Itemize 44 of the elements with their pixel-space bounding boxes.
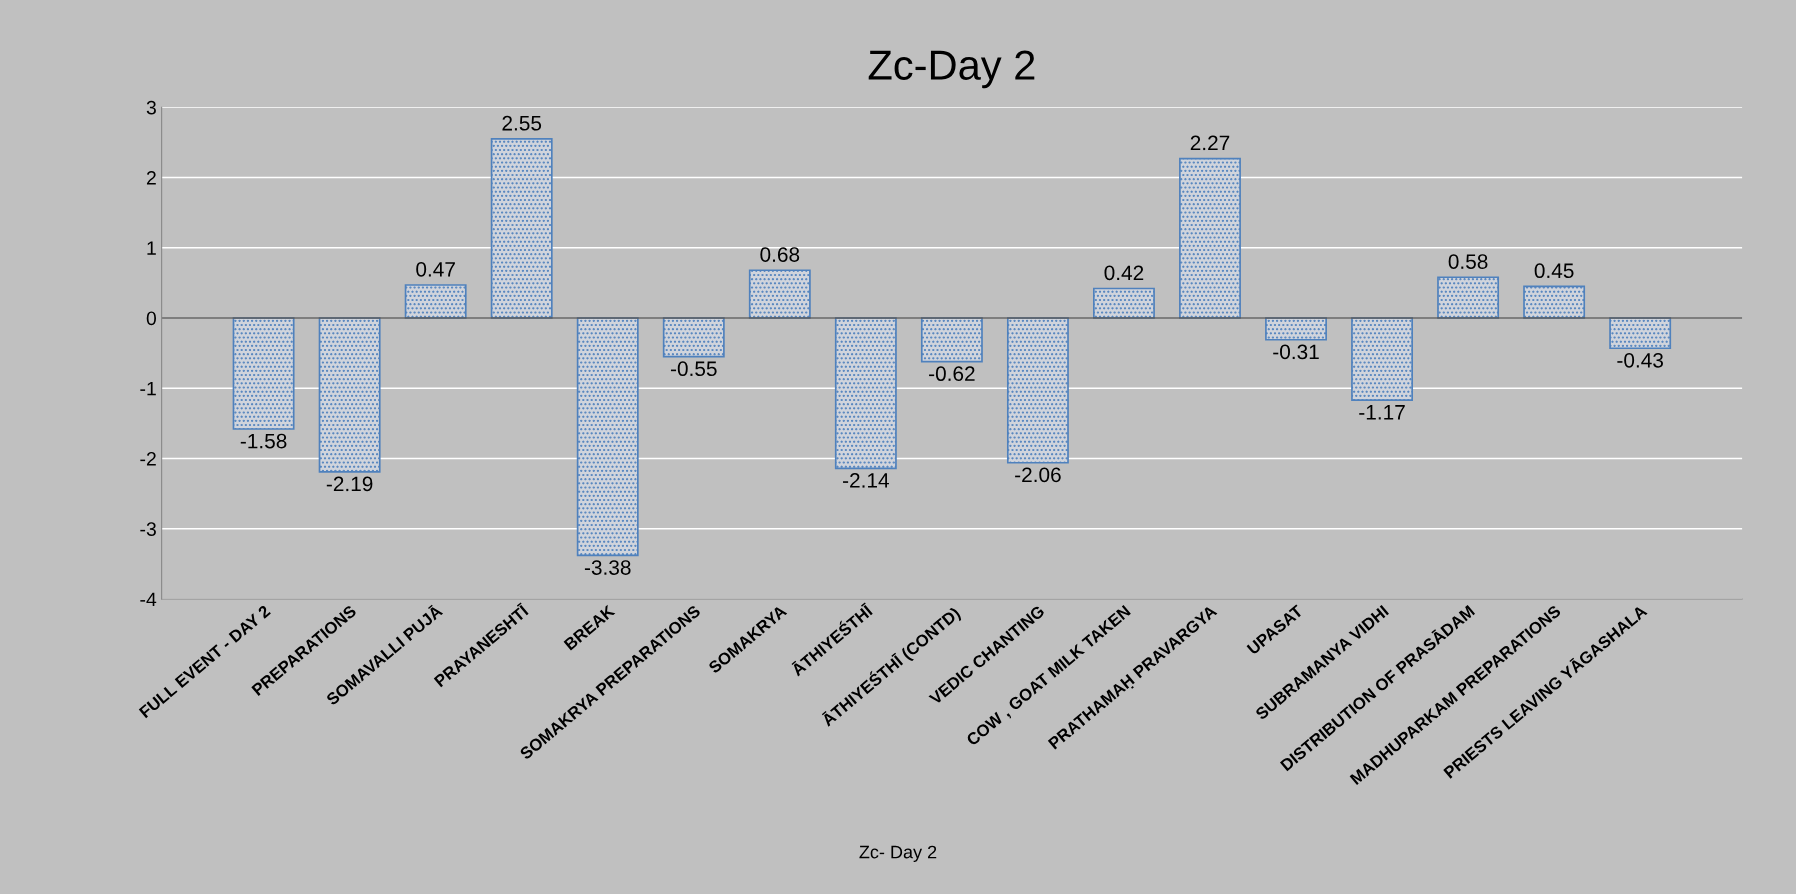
data-label: -0.55: [670, 361, 717, 377]
bar: [1006, 317, 1069, 464]
x-axis-title: Zc- Day 2: [859, 845, 937, 862]
data-label: -1.17: [1359, 405, 1405, 420]
bar: [232, 317, 295, 430]
data-label: -2.14: [843, 473, 889, 488]
data-label: -2.06: [1015, 467, 1061, 483]
y-tick-label: -1: [140, 381, 156, 396]
bar: [662, 317, 725, 358]
bar: [1093, 287, 1155, 319]
data-label: 2.27: [1190, 135, 1230, 151]
data-label: 0.45: [1534, 263, 1574, 279]
y-tick-label: -4: [140, 592, 157, 607]
y-tick-label: -2: [140, 451, 156, 466]
bar: [920, 317, 983, 363]
bar: [490, 138, 553, 319]
data-label: -0.43: [1617, 352, 1663, 368]
data-label: 0.42: [1104, 265, 1144, 281]
y-tick-label: 1: [147, 241, 156, 255]
data-label: -3.38: [584, 560, 631, 575]
bar: [1437, 276, 1500, 319]
bar: [1609, 317, 1672, 350]
data-label: 0.58: [1448, 254, 1488, 269]
y-tick-label: -3: [140, 522, 156, 536]
data-label: 2.55: [502, 115, 542, 131]
data-label: -0.31: [1273, 344, 1319, 360]
bar: [1179, 157, 1241, 319]
bar: [404, 284, 467, 319]
bar: [576, 317, 639, 557]
bar: [1265, 317, 1327, 341]
y-tick-label: 2: [146, 170, 156, 185]
data-label: -0.62: [929, 366, 975, 382]
data-label: -2.19: [326, 476, 373, 492]
y-tick-label: 3: [146, 100, 156, 115]
data-label: 0.47: [416, 261, 455, 277]
bar: [748, 269, 811, 319]
bar: [318, 317, 381, 473]
bar: [834, 317, 897, 470]
data-label: -1.58: [240, 433, 287, 449]
chart-title: Zc-Day 2: [868, 50, 1035, 89]
data-label: 0.68: [760, 247, 800, 262]
bar: [1523, 285, 1586, 319]
y-tick-label: 0: [146, 311, 157, 326]
bar: [1351, 317, 1414, 402]
